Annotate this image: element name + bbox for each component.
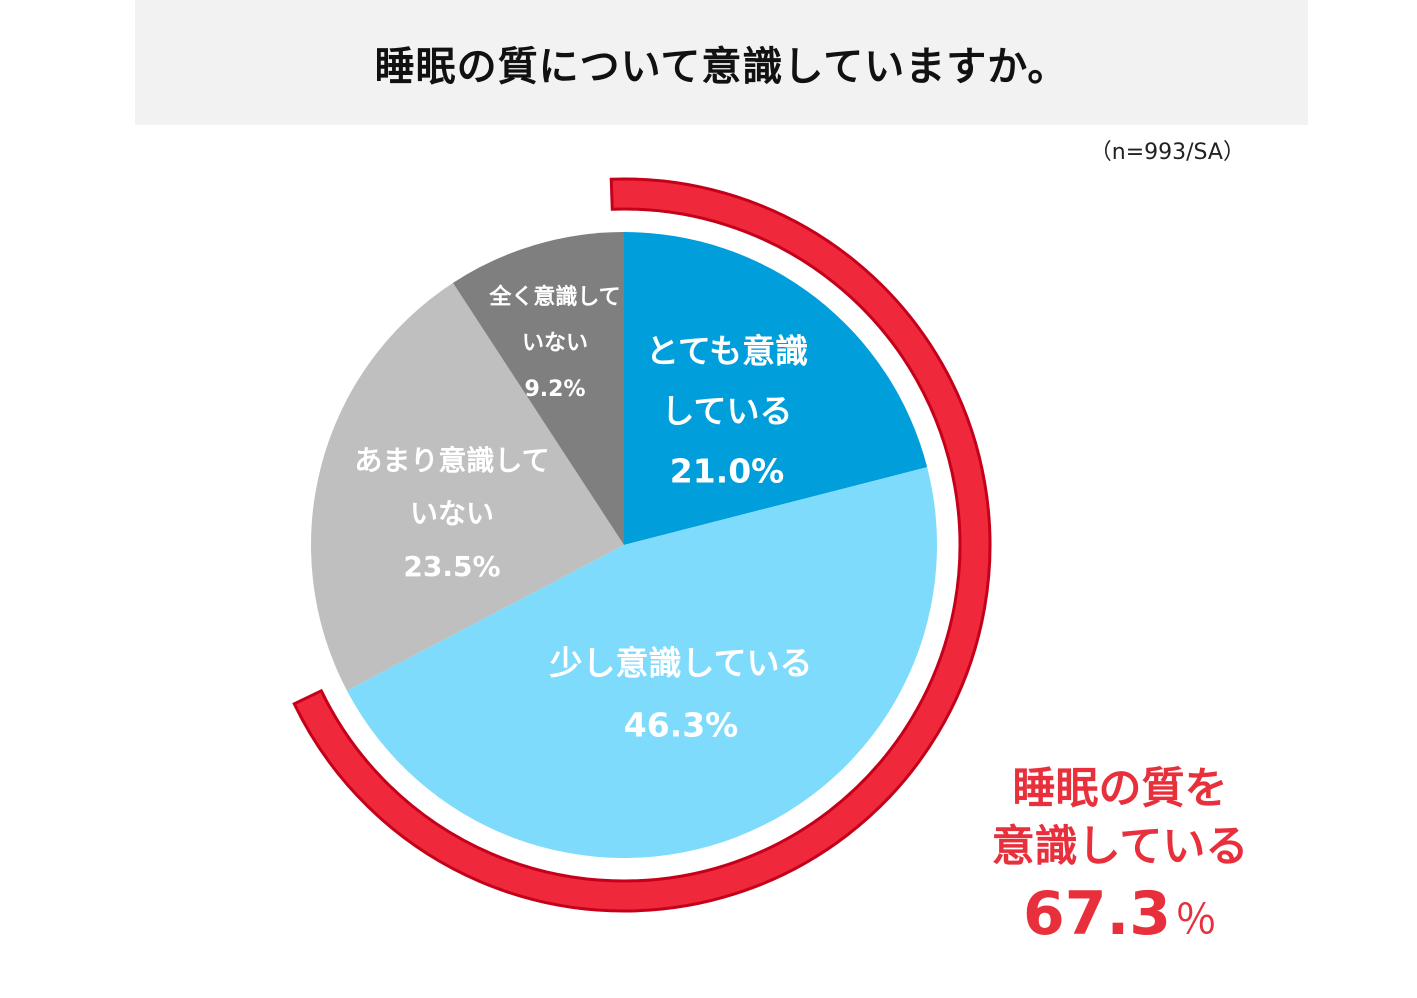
chart-title: 睡眠の質について意識していますか。 xyxy=(374,43,1069,90)
pie-slice xyxy=(452,232,624,545)
sample-size-note: （n=993/SA） xyxy=(1089,140,1245,165)
highlight-unit: ％ xyxy=(1175,895,1218,944)
slice-value-label: 9.2% xyxy=(524,377,585,402)
highlight-callout: 睡眠の質を 意識している 67.3％ xyxy=(930,760,1310,952)
pie-slice xyxy=(624,232,928,545)
slice-category-label: いない xyxy=(410,497,494,530)
slice-category-label: いない xyxy=(522,331,588,356)
slice-category-label: 全く意識して xyxy=(488,284,620,310)
title-bar: 睡眠の質について意識していますか。 xyxy=(135,0,1308,125)
slice-category-label: とても意識 xyxy=(646,332,808,371)
highlight-line-2: 意識している xyxy=(991,822,1249,872)
highlight-value: 67.3 xyxy=(1022,879,1172,949)
slice-category-label: 少し意識している xyxy=(549,644,812,683)
highlight-line-1: 睡眠の質を xyxy=(1012,764,1228,814)
slice-category-label: あまり意識して xyxy=(354,444,549,477)
pie-slice xyxy=(346,467,937,858)
highlight-ring xyxy=(292,177,992,913)
slice-value-label: 23.5% xyxy=(403,550,500,583)
slice-category-label: している xyxy=(661,392,792,431)
pie-slice xyxy=(311,282,624,691)
slice-value-label: 46.3% xyxy=(624,706,739,745)
slice-value-label: 21.0% xyxy=(670,452,785,491)
